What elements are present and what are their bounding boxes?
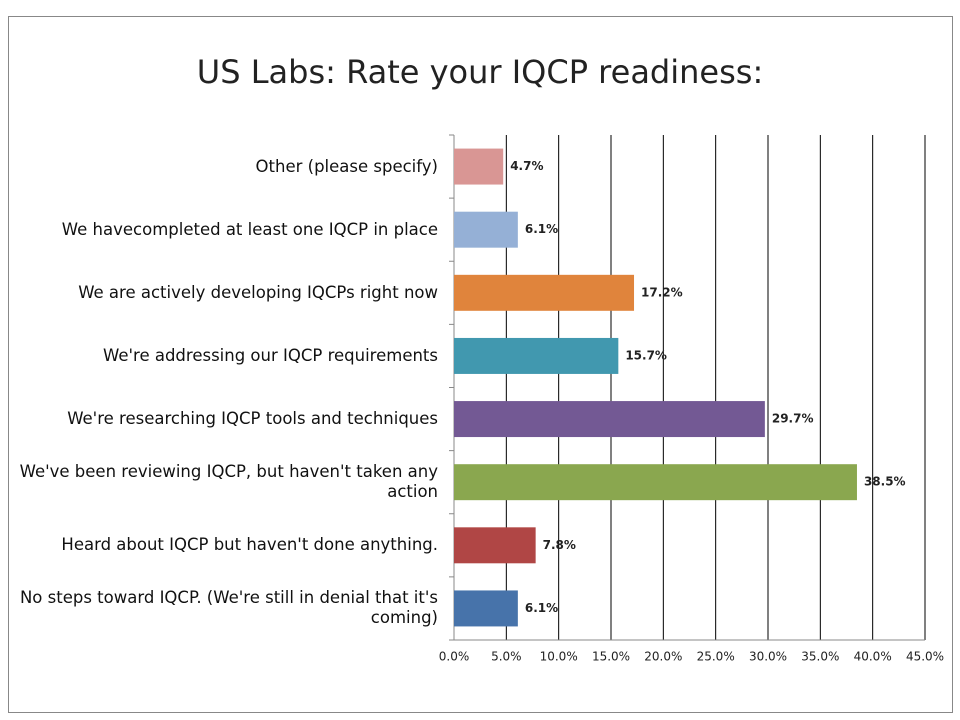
x-tick-label: 20.0% — [644, 650, 682, 664]
bar — [454, 337, 619, 374]
value-label: 6.1% — [525, 601, 558, 615]
x-tick-label: 15.0% — [592, 650, 630, 664]
bar — [454, 274, 635, 311]
category-label: Heard about IQCP but haven't done anythi… — [61, 535, 438, 555]
chart-border — [8, 16, 953, 713]
value-label: 17.2% — [641, 285, 683, 299]
bar — [454, 590, 518, 627]
x-tick-label: 30.0% — [749, 650, 787, 664]
category-label: No steps toward IQCP. (We're still in de… — [19, 588, 438, 628]
value-label: 29.7% — [772, 412, 814, 426]
x-tick-label: 5.0% — [491, 650, 522, 664]
bar — [454, 527, 536, 564]
x-tick-label: 40.0% — [854, 650, 892, 664]
value-label: 38.5% — [864, 475, 906, 489]
value-label: 15.7% — [625, 348, 667, 362]
category-label: We havecompleted at least one IQCP in pl… — [61, 219, 438, 239]
x-tick-label: 45.0% — [906, 650, 944, 664]
value-label: 4.7% — [510, 159, 543, 173]
category-label: We're researching IQCP tools and techniq… — [67, 409, 438, 429]
category-label: Other (please specify) — [255, 156, 438, 176]
category-label: We've been reviewing IQCP, but haven't t… — [19, 462, 438, 502]
bar — [454, 148, 504, 185]
value-label: 6.1% — [525, 222, 558, 236]
bar — [454, 401, 765, 438]
chart-title: US Labs: Rate your IQCP readiness: — [197, 53, 763, 91]
value-label: 7.8% — [543, 538, 576, 552]
bar — [454, 211, 518, 248]
bar — [454, 464, 857, 501]
category-label: We are actively developing IQCPs right n… — [78, 282, 438, 302]
x-tick-label: 25.0% — [697, 650, 735, 664]
x-tick-label: 0.0% — [439, 650, 470, 664]
x-tick-label: 10.0% — [540, 650, 578, 664]
category-label: We're addressing our IQCP requirements — [103, 345, 438, 365]
x-tick-label: 35.0% — [801, 650, 839, 664]
